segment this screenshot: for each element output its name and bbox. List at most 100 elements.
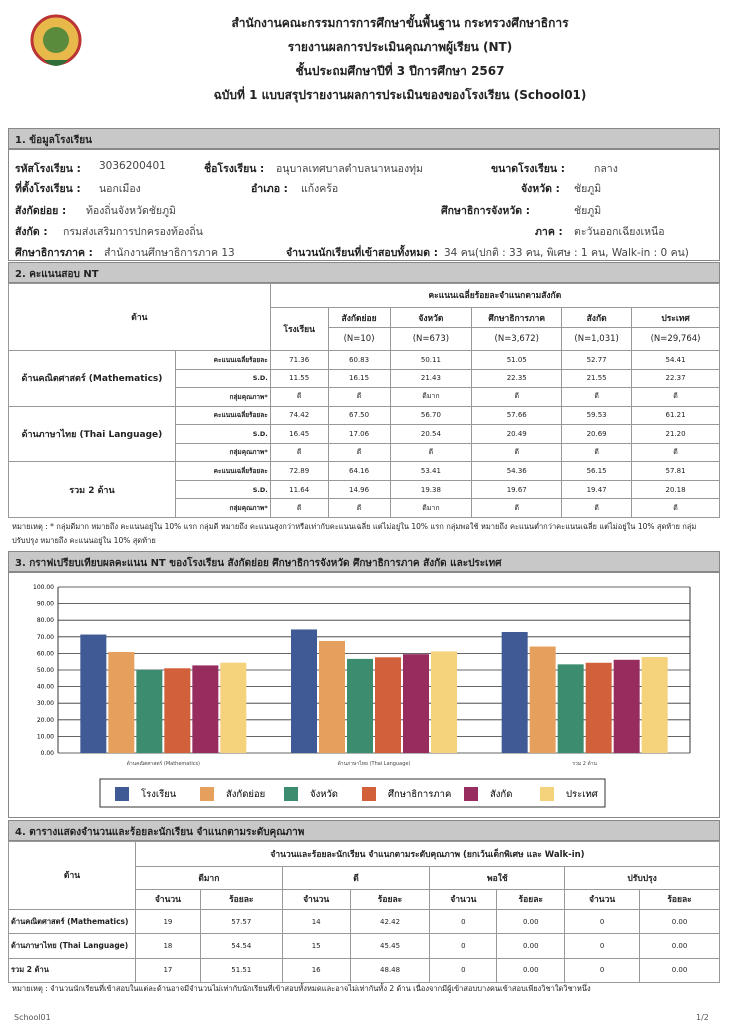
cell: 59.53 <box>561 405 633 426</box>
field-label: อำเภอ : <box>251 183 288 195</box>
cell: 72.89 <box>269 461 329 481</box>
cell: 0.00 <box>496 908 566 935</box>
cell: 54.41 <box>631 349 720 370</box>
column-n: (N=10) <box>327 327 391 351</box>
row-label: S.D. <box>174 479 271 500</box>
header-line: รายงานผลการประเมินคุณภาพผู้เรียน (NT) <box>287 40 513 54</box>
subject: ด้านภาษาไทย (Thai Language) <box>8 405 176 463</box>
bar <box>501 632 528 753</box>
row-label: กลุ่มคุณภาพ* <box>174 498 271 518</box>
field-label: จำนวนนักเรียนที่เข้าสอบทั้งหมด : <box>286 247 438 259</box>
cell: 57.81 <box>631 461 720 481</box>
subject: รวม 2 ด้าน <box>8 461 176 518</box>
field-label: ชื่อโรงเรียน : <box>204 163 265 175</box>
field-label: ภาค : <box>535 226 563 238</box>
cell: 42.42 <box>349 908 431 935</box>
cell: 0.00 <box>639 957 720 984</box>
bar <box>220 662 247 753</box>
y-tick-label: 70.00 <box>37 634 54 641</box>
scores-table: ด้าน คะแนนเฉลี่ยร้อยละจำแนกตามสังกัด โรงเร… <box>8 283 721 518</box>
cell: 19.38 <box>389 479 473 500</box>
cell: ดี <box>561 498 633 518</box>
note: หมายเหตุ : จำนวนนักเรียนที่เข้าสอบในแต่ล… <box>12 984 591 993</box>
cell: 18 <box>134 933 201 959</box>
score-row: ด้านคณิตศาสตร์ (Mathematics) คะแนนเฉลี่ยร… <box>8 349 720 407</box>
level-name: ปรับปรุง <box>564 866 720 890</box>
field-value: ชัยภูมิ <box>574 183 602 195</box>
cell: 0 <box>564 908 641 935</box>
y-tick-label: 20.00 <box>37 717 54 724</box>
header-line: สำนักงานคณะกรรมการการศึกษาขั้นพื้นฐาน กร… <box>231 16 569 30</box>
section-title: 3. กราฟเปรียบเทียบผลคะแนน NT ของโรงเรียน… <box>8 551 720 572</box>
field-label: ศึกษาธิการภาค : <box>15 247 93 259</box>
cell: 14 <box>281 908 351 935</box>
field-value: สำนักงานศึกษาธิการภาค 13 <box>104 247 235 259</box>
field-value: ท้องถิ่นจังหวัดชัยภูมิ <box>86 205 176 217</box>
cell: ดี <box>561 387 633 407</box>
legend-swatch <box>115 787 129 801</box>
footer-right: 1/2 <box>696 1013 709 1022</box>
subhead: จำนวน <box>429 888 498 910</box>
level-row: ด้านคณิตศาสตร์ (Mathematics) 19 57.57 14 42.… <box>8 908 720 935</box>
bar <box>108 652 135 753</box>
cell: 45.45 <box>349 933 431 959</box>
y-tick-label: 60.00 <box>37 650 54 657</box>
cell: ดี <box>327 498 391 518</box>
bar <box>192 665 219 753</box>
bar <box>529 646 556 753</box>
cell: 53.41 <box>389 461 473 481</box>
bar <box>431 651 457 753</box>
column-n: (N=1,031) <box>561 327 633 351</box>
cell: 50.11 <box>389 349 473 370</box>
field-value: แก้งคร้อ <box>301 183 339 195</box>
field-label: รหัสโรงเรียน : <box>15 163 81 175</box>
cell: 71.36 <box>269 349 329 370</box>
cell: 11.64 <box>269 479 329 500</box>
cell: 0 <box>564 957 641 984</box>
cell: 74.42 <box>269 405 329 426</box>
cell: ดี <box>269 442 329 463</box>
field-value: ชัยภูมิ <box>574 205 602 217</box>
level-row: ด้านภาษาไทย (Thai Language) 18 54.54 15 45.4… <box>8 933 720 959</box>
legend-label: สังกัดย่อย <box>226 789 265 800</box>
cell: 21.55 <box>561 368 633 389</box>
cell: 21.43 <box>389 368 473 389</box>
cell: 54.54 <box>199 933 283 959</box>
cell: 57.66 <box>471 405 563 426</box>
cell: ดี <box>327 442 391 463</box>
row-label: คะแนนเฉลี่ยร้อยละ <box>174 349 271 370</box>
bar <box>557 664 584 753</box>
score-row: กลุ่มคุณภาพ* ดี ดี ดีมาก ดี ดี ดี <box>9 387 720 407</box>
cell: 15 <box>281 933 351 959</box>
bar <box>375 657 401 753</box>
legend-frame <box>99 778 606 808</box>
column-name: โรงเรียน <box>269 306 329 351</box>
cell: 0.00 <box>639 908 720 935</box>
legend-swatch <box>200 787 214 801</box>
cell: ดี <box>269 387 329 407</box>
cell: 0 <box>429 908 498 935</box>
cell: ดี <box>327 387 391 407</box>
field-label: สังกัดย่อย : <box>15 205 67 217</box>
cell: ดี <box>471 498 563 518</box>
y-tick-label: 30.00 <box>37 700 54 707</box>
legend-label: สังกัด <box>490 789 512 800</box>
section-title: 2. คะแนนสอบ NT <box>8 262 720 283</box>
level-name: พอใช้ <box>429 866 566 890</box>
subject: รวม 2 ด้าน <box>8 957 136 984</box>
bar <box>319 640 345 753</box>
cell: 57.57 <box>199 908 283 935</box>
score-row: ด้านภาษาไทย (Thai Language) คะแนนเฉลี่ยร้… <box>8 405 720 463</box>
column-name: จังหวัด <box>389 306 473 329</box>
field-label: ที่ตั้งโรงเรียน : <box>15 183 81 195</box>
bar <box>164 668 191 753</box>
field-label: ขนาดโรงเรียน : <box>491 163 565 175</box>
row-label: คะแนนเฉลี่ยร้อยละ <box>174 461 271 481</box>
cell: ดี <box>389 442 473 463</box>
legend-label: ศึกษาธิการภาค <box>388 789 451 800</box>
cell: ดี <box>269 498 329 518</box>
section-title: 4. ตารางแสดงจำนวนและร้อยละนักเรียน จำแนก… <box>8 820 720 841</box>
cell: 14.96 <box>327 479 391 500</box>
cell: 19.67 <box>471 479 563 500</box>
